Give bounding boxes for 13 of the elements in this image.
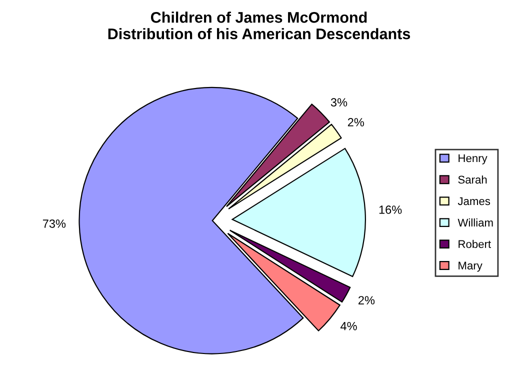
data-label: 2% [348, 118, 364, 126]
legend-label: Sarah [458, 175, 487, 184]
legend-label: Mary [458, 262, 482, 272]
data-label: 4% [340, 322, 357, 330]
legend-label: James [458, 197, 490, 206]
data-label: 2% [358, 296, 375, 304]
data-label: 73% [42, 219, 66, 228]
data-label: 16% [379, 206, 402, 214]
legend-label: Henry [458, 154, 488, 164]
legend-label: Robert [458, 240, 491, 248]
chart-title: Children of James McOrmond Distribution of his American Descendants [108, 12, 410, 40]
legend-label: William [458, 218, 493, 227]
data-label: 3% [330, 98, 348, 106]
